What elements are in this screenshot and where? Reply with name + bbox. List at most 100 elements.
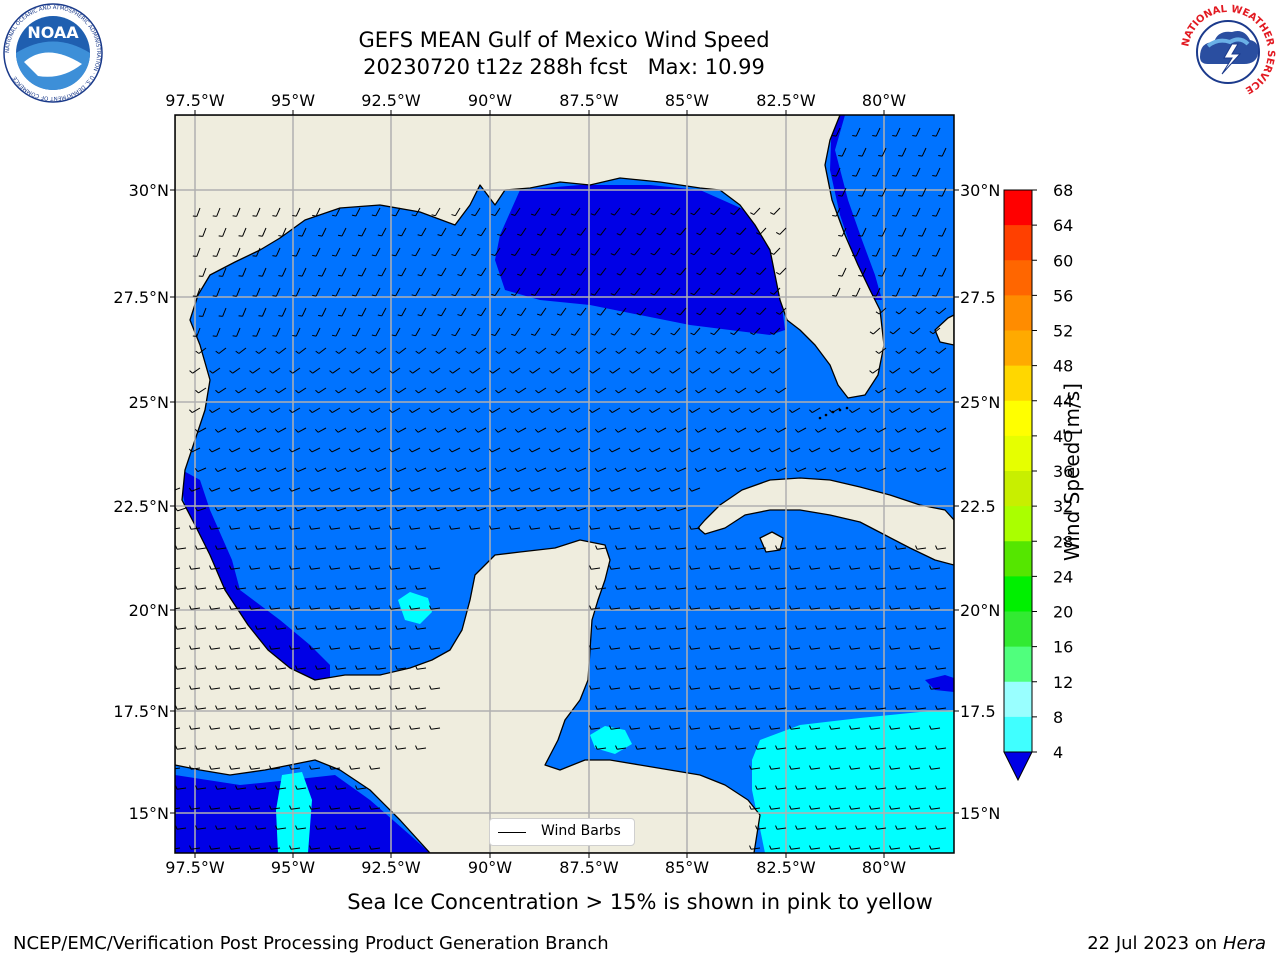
wind-barb — [614, 467, 627, 473]
land-cuba — [697, 477, 954, 566]
wind-barb — [918, 187, 927, 197]
wind-barb — [589, 725, 601, 730]
wind-barb — [397, 227, 407, 237]
wind-barb — [715, 585, 727, 590]
wind-barb — [849, 725, 861, 730]
wind-barb — [429, 407, 441, 414]
wind-barb — [395, 745, 407, 750]
wind-barb — [749, 725, 761, 730]
wind-barb — [530, 207, 541, 216]
wind-barb — [529, 367, 541, 374]
wind-barb — [755, 825, 767, 830]
wind-barb — [610, 327, 621, 336]
wind-barb — [235, 585, 247, 590]
wind-barb — [529, 407, 541, 414]
wind-barb — [590, 327, 601, 336]
map-title: GEFS MEAN Gulf of Mexico Wind Speed — [358, 28, 770, 52]
wind-barb — [755, 387, 767, 394]
wind-barb — [229, 685, 241, 690]
wind-barb — [315, 545, 327, 550]
wind-barb — [610, 287, 621, 296]
wind-barb — [549, 367, 561, 374]
wind-barb — [429, 525, 441, 530]
wind-barb — [534, 427, 547, 433]
wind-barb — [895, 705, 907, 710]
colorbar-tick-label: 68 — [1053, 181, 1073, 200]
wind-barb — [935, 585, 947, 590]
wind-barb — [335, 625, 347, 630]
wind-barb — [835, 785, 847, 790]
wind-barb — [278, 267, 287, 277]
wind-barb — [855, 785, 867, 790]
wind-barb — [628, 447, 641, 453]
wind-barb — [669, 605, 681, 610]
wind-barb — [735, 387, 747, 394]
wind-barb — [415, 585, 427, 590]
wind-barb — [349, 845, 361, 850]
wind-barb — [514, 427, 527, 433]
wind-barb — [735, 705, 747, 710]
wind-barb — [536, 227, 547, 236]
wind-barb — [929, 367, 941, 374]
wind-barb — [848, 447, 861, 453]
wind-barb — [869, 725, 881, 730]
wind-barb — [275, 705, 287, 710]
wind-barb — [235, 545, 247, 550]
wind-barb — [554, 467, 567, 473]
wind-barb — [775, 785, 787, 790]
colorbar-band — [1004, 190, 1032, 226]
noaa-logo: NOAA NATIONAL OCEANIC AND ATMOSPHERIC AD… — [2, 2, 104, 104]
wind-barb — [275, 625, 287, 630]
wind-barb — [750, 327, 761, 336]
wind-barb — [912, 247, 921, 257]
wind-barb — [649, 367, 661, 374]
wind-barb — [696, 307, 707, 316]
wind-barb — [289, 765, 301, 770]
wind-barb — [670, 327, 681, 336]
wind-barb — [497, 227, 507, 237]
wind-barb — [835, 545, 847, 550]
wind-barb — [414, 467, 427, 473]
wind-barb — [395, 625, 407, 630]
footer-machine: Hera — [1222, 933, 1266, 954]
wind-barb — [455, 387, 467, 394]
wind-barb — [892, 247, 901, 257]
wind-barb — [198, 227, 207, 237]
wind-barb — [872, 287, 881, 297]
wind-barb — [674, 507, 687, 512]
wind-barb — [898, 267, 907, 277]
wind-barb — [735, 745, 747, 750]
wind-barb — [829, 805, 841, 810]
wind-barb — [750, 247, 761, 256]
wind-barb — [272, 247, 281, 257]
wind-barb — [912, 287, 921, 297]
wind-barb — [556, 267, 567, 276]
wind-barb — [298, 267, 307, 277]
wind-barb — [775, 825, 787, 830]
wind-barb — [869, 645, 881, 650]
wind-barb — [649, 605, 661, 610]
wind-barb — [770, 247, 781, 255]
wind-barb — [909, 565, 921, 570]
wind-barb — [915, 745, 927, 750]
wind-barb — [274, 427, 287, 433]
wind-barb — [335, 387, 347, 394]
wind-barb — [590, 287, 601, 296]
wind-barb — [389, 565, 401, 570]
wind-barb — [689, 367, 701, 374]
wind-barb — [414, 427, 427, 433]
wind-barb — [269, 565, 281, 570]
wind-barb — [215, 825, 227, 830]
wind-barb — [329, 685, 341, 690]
wind-barb — [855, 825, 867, 830]
wind-barb — [494, 427, 507, 433]
wind-barb — [189, 525, 201, 530]
wind-barb — [218, 307, 227, 317]
wind-barb — [915, 665, 927, 670]
wind-barb — [315, 785, 327, 790]
wind-barb — [736, 227, 747, 236]
wind-barb — [411, 327, 421, 337]
wind-barb — [451, 327, 461, 337]
wind-barb — [269, 645, 281, 650]
wind-barb — [838, 147, 847, 157]
